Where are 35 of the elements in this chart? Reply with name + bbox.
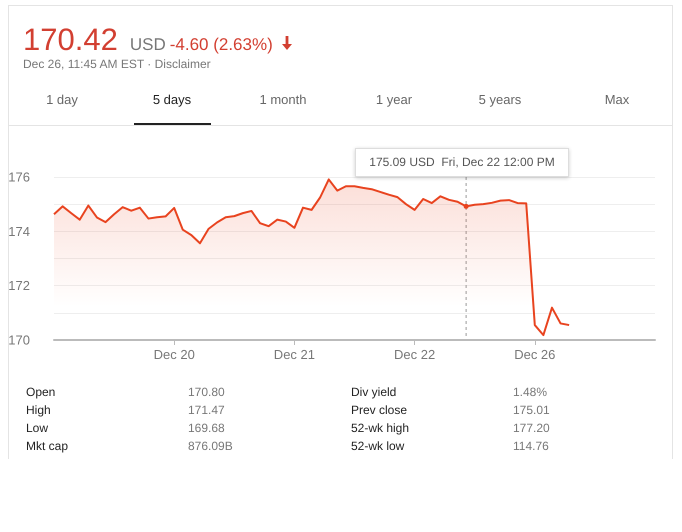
x-tick-label: Dec 21	[274, 347, 315, 362]
text: -4.60 (2.63%)	[170, 35, 273, 55]
chart-title: 170.42	[23, 22, 118, 58]
text: 1 year	[376, 92, 412, 107]
y-tick-label: 172	[8, 278, 30, 294]
text: 52-wk high	[351, 421, 410, 435]
text: 1.48%	[513, 385, 548, 399]
y-tick-label: 170	[8, 332, 30, 348]
x-tick-label: Dec 20	[154, 347, 195, 362]
text: 175.09 USD Fri, Dec 22 12:00 PM	[355, 148, 569, 177]
text: 171.47	[188, 403, 225, 417]
text: 5 days	[152, 92, 192, 107]
text: Open	[26, 385, 56, 399]
text: Div yield	[351, 385, 396, 399]
text: Low	[26, 421, 48, 435]
text: 52-wk low	[351, 439, 404, 453]
text: Dec 26, 11:45 AM EST · Disclaimer	[23, 57, 211, 71]
text: 175.01	[513, 403, 550, 417]
text: Mkt cap	[26, 439, 68, 453]
x-tick-label: Dec 22	[394, 347, 436, 362]
chart-subtitle: USD	[130, 35, 166, 55]
text: Prev close	[351, 403, 408, 417]
text: 177.20	[513, 421, 550, 435]
text: High	[26, 403, 51, 417]
text: Max	[604, 92, 630, 107]
y-tick-label: 176	[8, 170, 30, 184]
text: 114.76	[513, 439, 549, 453]
text: 1 day	[46, 92, 78, 107]
text: 170.80	[188, 385, 225, 399]
text: 5 years	[478, 92, 522, 107]
y-tick-label: 174	[8, 224, 30, 239]
x-tick-label: Dec 26	[514, 347, 556, 362]
text: 1 month	[260, 92, 306, 107]
text: 876.09B	[188, 439, 233, 453]
text: 169.68	[188, 421, 225, 435]
